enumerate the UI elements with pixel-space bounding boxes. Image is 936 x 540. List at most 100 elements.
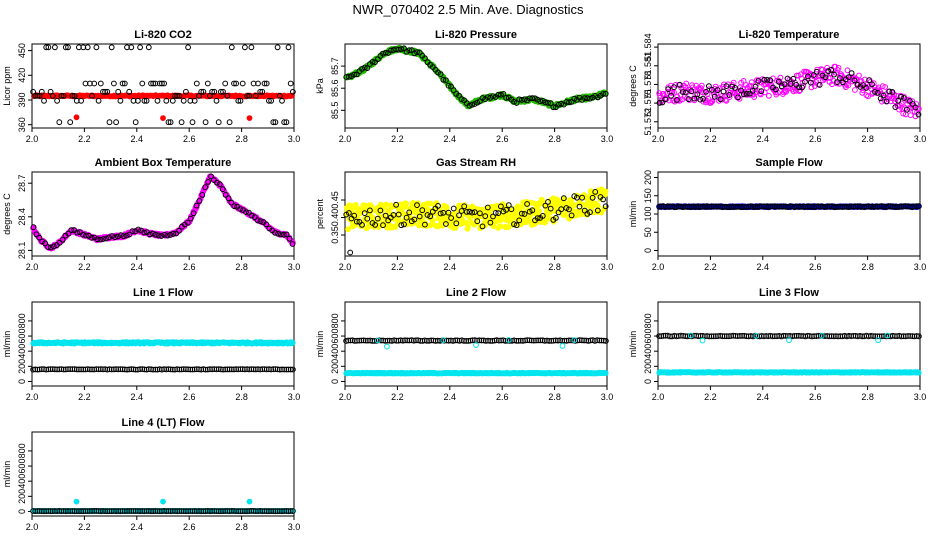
plot-frame [31,43,295,129]
data-point [555,101,562,108]
series-line-2-cyan [343,369,609,377]
data-point [91,80,98,87]
data-point [752,83,759,90]
data-point [743,90,750,97]
x-tick-label: 3.0 [288,522,301,532]
plot-frame [657,43,921,129]
data-point [738,87,744,94]
y-tick-label: 51.572 [643,108,653,136]
data-point [220,88,226,95]
figure-title: NWR_070402 2.5 Min. Ave. Diagnostics [353,2,584,17]
data-point [139,80,146,87]
data-point [798,75,805,82]
data-point [255,80,261,87]
data-point [674,97,680,103]
data-point [150,80,157,87]
x-tick-label: 3.0 [914,392,927,402]
data-point [437,71,444,77]
y-axis-label: ml/min [2,461,12,488]
data-point [857,84,864,90]
data-point [469,101,476,108]
data-point [831,71,837,78]
y-tick-label: 200 [17,489,27,504]
data-point [773,86,779,93]
data-point [272,119,279,126]
y-tick-label: 200 [643,359,653,374]
x-tick-label: 2.6 [183,134,196,144]
panel-title: Li-820 Temperature [739,29,840,41]
y-tick-label: 600 [330,329,340,344]
data-point [198,88,205,95]
data-point [859,89,866,96]
data-point [741,91,747,98]
data-point [115,88,122,95]
data-point [898,93,904,100]
data-point [872,89,878,95]
data-point [395,46,402,53]
panel-sample-flow: Sample Flow ml/min 2.0 2.2 2.4 2.6 2.8 3.0 0 50 10… [628,157,926,272]
data-point [665,86,672,92]
y-tick-label: 200 [330,359,340,374]
data-point [169,97,176,104]
data-point [521,96,528,103]
data-point [398,46,405,52]
y-axis: 85.5 85.6 85.7 [330,57,345,119]
y-axis-label: kPa [315,78,325,94]
data-point [174,93,181,99]
x-tick-label: 2.0 [26,262,39,272]
data-point [382,49,389,56]
y-tick-label: 400 [330,344,340,359]
x-tick-label: 2.2 [78,134,91,144]
x-tick-label: 3.0 [288,262,301,272]
data-point [748,79,755,86]
data-point [600,91,606,97]
data-point [473,342,479,349]
x-axis: 2.0 2.2 2.4 2.6 2.8 3.0 [339,256,613,272]
series-box-temperature [30,173,296,252]
data-point [60,93,67,99]
panel-title: Line 2 Flow [446,287,506,299]
x-tick-label: 2.4 [757,134,770,144]
x-tick-label: 2.2 [391,392,404,402]
x-tick-label: 2.8 [548,392,561,402]
y-tick-label: 85.7 [330,57,340,75]
y-tick-label: 360 [17,117,27,132]
data-point [866,77,872,84]
data-point [500,91,507,97]
x-tick-label: 2.0 [652,134,665,144]
data-point [718,93,725,100]
data-point [656,100,663,106]
y-tick-label: 400 [643,344,653,359]
data-point [414,49,420,55]
data-point [135,97,141,104]
data-point [285,44,292,51]
data-point [224,93,231,99]
data-point [810,72,817,78]
panel-line2: Line 2 Flow ml/min 2.0 2.2 2.4 2.6 2.8 3.0 0 2004… [315,287,613,402]
data-point [736,95,743,102]
series-CO2-samples [31,92,295,121]
data-point [694,91,701,98]
data-point [237,97,244,104]
x-tick-label: 2.6 [496,262,509,272]
y-axis-label: Licor ppm [2,66,12,106]
data-point [892,104,899,110]
data-point [683,80,690,87]
data-point [659,99,666,106]
y-axis-label: degrees C [2,193,12,235]
data-point [781,81,788,88]
x-tick-label: 2.4 [131,522,144,532]
x-tick-label: 2.6 [496,134,509,144]
x-tick-label: 2.4 [757,392,770,402]
x-tick-label: 2.4 [444,134,457,144]
data-point [787,81,794,87]
data-point [345,226,351,233]
data-point [906,105,913,112]
x-axis: 2.0 2.2 2.4 2.6 2.8 3.0 [26,516,301,532]
data-point [104,88,111,95]
data-point [912,104,919,111]
data-point [813,68,820,75]
